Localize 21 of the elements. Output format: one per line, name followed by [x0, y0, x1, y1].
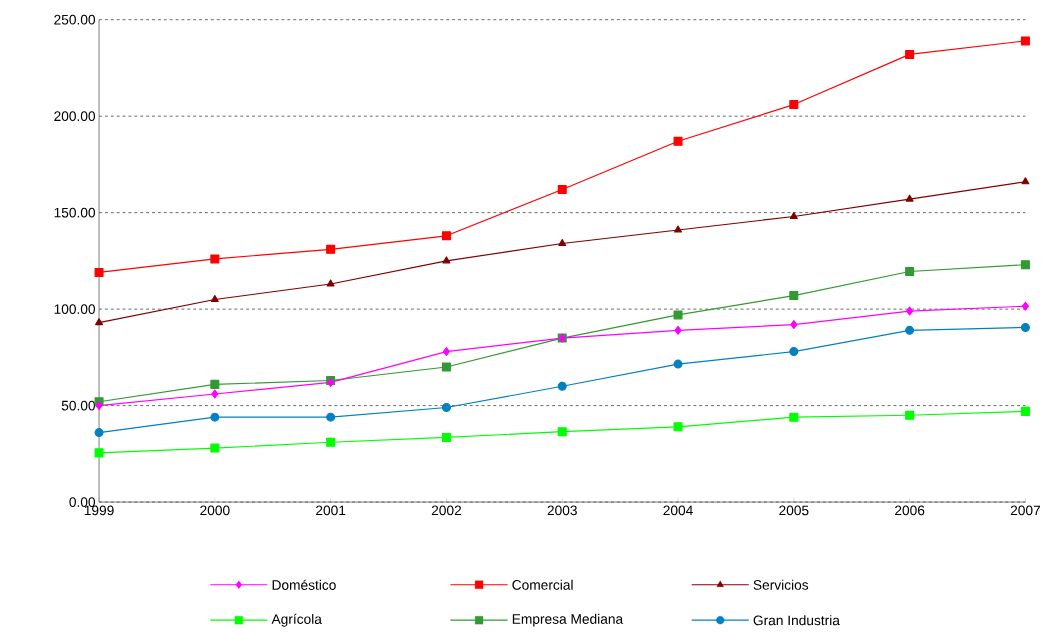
- y-tick-label: 150.00: [54, 207, 96, 218]
- x-tick-label: 2002: [431, 505, 462, 516]
- x-tick-label: 2006: [895, 505, 925, 516]
- y-tick-label: 0.00: [69, 497, 96, 507]
- legend-label: Empresa Mediana: [512, 613, 624, 627]
- x-tick-label: 2000: [200, 505, 230, 516]
- x-tick-label: 2003: [547, 505, 577, 516]
- legend-label: Gran Industria: [753, 615, 840, 626]
- x-tick-label: 2004: [663, 505, 693, 516]
- y-tick-label: 100.00: [54, 304, 96, 314]
- legend-label: Agrícola: [271, 613, 322, 627]
- y-tick-label: 250.00: [54, 14, 96, 25]
- legend-label: Doméstico: [272, 579, 336, 590]
- x-tick-label: 2007: [1010, 505, 1040, 516]
- x-tick-label: 2001: [316, 505, 346, 516]
- x-tick-label: 2005: [779, 505, 809, 516]
- x-tick-label: 1999: [84, 505, 114, 516]
- legend-label: Comercial: [512, 579, 573, 590]
- legend-label: Servicios: [753, 579, 809, 590]
- y-tick-label: 50.00: [61, 400, 96, 411]
- y-tick-label: 200.00: [54, 111, 96, 122]
